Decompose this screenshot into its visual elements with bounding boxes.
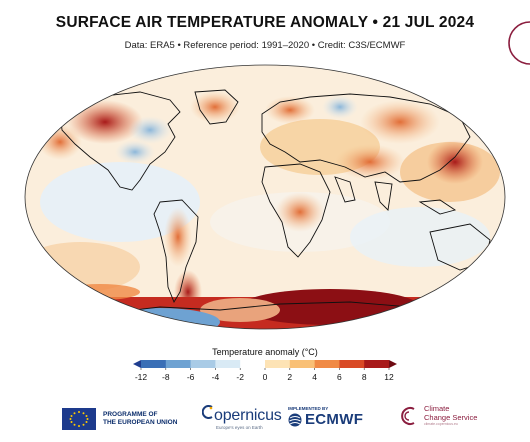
colorbar-segment: [339, 360, 365, 368]
colorbar-tick-label: 2: [287, 372, 292, 382]
c3s-corner-arc-icon: [508, 21, 530, 65]
c3s-url: climate.copernicus.eu: [424, 422, 458, 426]
colorbar-tick-label: -12: [135, 372, 148, 382]
copernicus-tagline: Europe's eyes on Earth: [216, 425, 263, 430]
footer: PROGRAMME OF THE EUROPEAN UNION opernicu…: [0, 398, 530, 442]
copernicus-wordmark: opernicus: [214, 407, 282, 424]
c3s-logo-icon: [401, 407, 415, 425]
colorbar-segment: [289, 360, 315, 368]
eu-flag-icon: [62, 408, 96, 430]
ecmwf-logo[interactable]: IMPLEMENTED BY ECMWF: [288, 406, 363, 428]
colorbar-tick-label: -4: [212, 372, 220, 382]
colorbar-tick-label: -8: [162, 372, 170, 382]
c3s-line-2: Change Service: [424, 412, 478, 422]
eu-programme-text: PROGRAMME OF THE EUROPEAN UNION: [103, 411, 177, 427]
colorbar-segment: [314, 360, 340, 368]
eu-line-2: THE EUROPEAN UNION: [103, 419, 178, 426]
colorbar-tick-label: 4: [312, 372, 317, 382]
colorbar-segment: [165, 360, 191, 368]
colorbar-tick-label: 6: [337, 372, 342, 382]
colorbar-tick-label: 0: [263, 372, 268, 382]
map-subtitle: Data: ERA5 • Reference period: 1991–2020…: [124, 40, 406, 51]
anomaly-map: [24, 64, 506, 330]
ecmwf-wordmark: ECMWF: [305, 411, 364, 428]
colorbar-segment: [215, 360, 241, 368]
c3s-logo[interactable]: Climate Change Service climate.copernicu…: [398, 404, 478, 427]
colorbar-segment: [190, 360, 216, 368]
colorbar-segment: [141, 360, 167, 368]
globe-projection: [25, 65, 505, 329]
colorbar-tick-label: 8: [362, 372, 367, 382]
copernicus-logo-icon: [202, 405, 213, 419]
colorbar-arrow-high: [389, 360, 397, 368]
colorbar-segment: [265, 360, 291, 368]
colorbar-tick-label: -6: [187, 372, 195, 382]
colorbar-segment: [364, 360, 390, 368]
eu-line-1: PROGRAMME OF: [103, 411, 158, 418]
colorbar-segments: [133, 360, 397, 368]
map-title: SURFACE AIR TEMPERATURE ANOMALY • 21 JUL…: [55, 14, 475, 31]
colorbar-tick-label: 12: [384, 372, 394, 382]
colorbar-tick-label: -2: [236, 372, 244, 382]
copernicus-logo[interactable]: opernicus Europe's eyes on Earth: [202, 404, 282, 430]
ecmwf-logo-icon: [288, 413, 302, 426]
colorbar: -12 -8 -6 -4 -2 0 2 4 6 8 12: [133, 360, 397, 382]
globe-outline: [24, 64, 506, 330]
colorbar-arrow-low: [133, 360, 141, 368]
legend-title: Temperature anomaly (°C): [212, 347, 318, 357]
implemented-by-label: IMPLEMENTED BY: [288, 406, 329, 411]
c3s-line-1: Climate: [424, 404, 450, 413]
colorbar-ticks: -12 -8 -6 -4 -2 0 2 4 6 8 12: [135, 368, 394, 382]
colorbar-segment: [240, 360, 266, 368]
